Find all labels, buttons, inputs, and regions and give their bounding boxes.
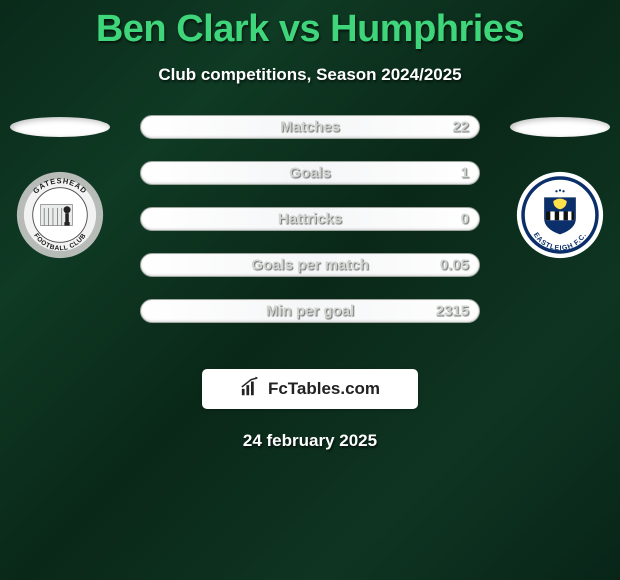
stats-area: GATESHEAD FOOTBALL CLUB xyxy=(0,115,620,345)
stat-row-hattricks: Hattricks 0 xyxy=(140,207,480,231)
stat-label: Min per goal xyxy=(266,303,354,320)
country-flag-right xyxy=(510,117,610,137)
club-badge-left: GATESHEAD FOOTBALL CLUB xyxy=(16,171,104,259)
page-title: Ben Clark vs Humphries xyxy=(0,0,620,51)
stat-label: Matches xyxy=(280,119,340,136)
stat-label: Hattricks xyxy=(278,211,342,228)
stat-value-right: 0.05 xyxy=(440,257,469,274)
stat-row-mpg: Min per goal 2315 xyxy=(140,299,480,323)
club-left: GATESHEAD FOOTBALL CLUB xyxy=(10,115,110,259)
stat-value-right: 0 xyxy=(461,211,469,228)
stat-value-right: 22 xyxy=(452,119,469,136)
stat-row-matches: Matches 22 xyxy=(140,115,480,139)
stat-rows: Matches 22 Goals 1 Hattricks 0 Goals per… xyxy=(140,115,480,323)
comparison-card: Ben Clark vs Humphries Club competitions… xyxy=(0,0,620,580)
brand-text: FcTables.com xyxy=(268,379,380,399)
stat-label: Goals xyxy=(289,165,331,182)
country-flag-left xyxy=(10,117,110,137)
club-badge-right: EASTLEIGH F.C. xyxy=(516,171,604,259)
stat-label: Goals per match xyxy=(251,257,369,274)
stat-value-right: 1 xyxy=(461,165,469,182)
subtitle: Club competitions, Season 2024/2025 xyxy=(0,65,620,85)
stat-row-gpm: Goals per match 0.05 xyxy=(140,253,480,277)
stat-row-goals: Goals 1 xyxy=(140,161,480,185)
brand-box[interactable]: FcTables.com xyxy=(202,369,418,409)
stat-value-right: 2315 xyxy=(436,303,469,320)
date-text: 24 february 2025 xyxy=(0,431,620,451)
brand-chart-icon xyxy=(240,376,262,403)
club-right: EASTLEIGH F.C. xyxy=(510,115,610,259)
